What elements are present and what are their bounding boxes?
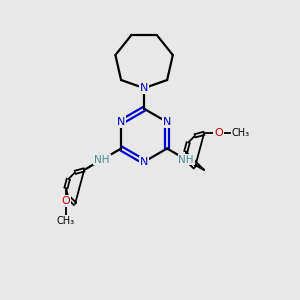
Text: CH₃: CH₃ bbox=[232, 128, 250, 138]
Text: O: O bbox=[214, 128, 223, 138]
Text: N: N bbox=[140, 83, 148, 93]
Text: N: N bbox=[117, 117, 125, 127]
Text: NH: NH bbox=[178, 154, 194, 165]
Text: O: O bbox=[61, 196, 70, 206]
Text: CH₃: CH₃ bbox=[57, 215, 75, 226]
Text: NH: NH bbox=[94, 154, 110, 165]
Text: N: N bbox=[140, 157, 148, 167]
Text: N: N bbox=[163, 117, 171, 127]
